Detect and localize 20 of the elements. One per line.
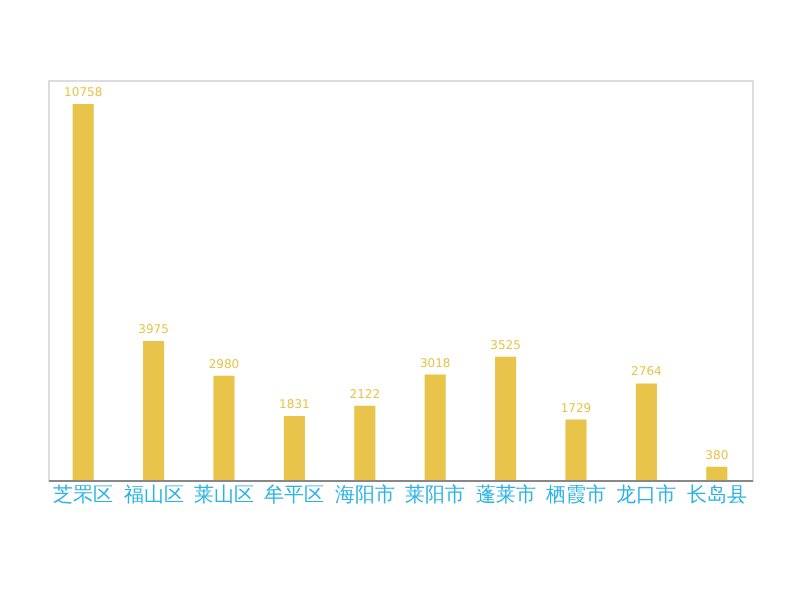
bar <box>706 466 728 480</box>
bar <box>635 383 657 480</box>
bar <box>283 416 305 480</box>
bar <box>354 405 376 480</box>
x-tick-label: 福山区 <box>123 483 184 507</box>
bar <box>143 341 165 480</box>
x-tick-label: 龙口市 <box>616 483 677 507</box>
bar <box>495 356 517 480</box>
x-tick-label: 莱山区 <box>194 483 254 507</box>
x-tick-label: 长岛县 <box>686 483 747 507</box>
x-tick-label: 牟平区 <box>264 483 325 507</box>
x-tick-label: 蓬莱市 <box>475 483 536 507</box>
x-tick-label: 莱阳市 <box>405 483 466 507</box>
bar <box>72 104 94 480</box>
x-tick-label: 海阳市 <box>334 483 395 507</box>
bar <box>424 374 446 480</box>
bar <box>213 375 235 480</box>
bar <box>565 419 587 480</box>
x-tick-label: 栖霞市 <box>544 483 606 507</box>
x-tick-label: 芝罘区 <box>53 483 114 507</box>
